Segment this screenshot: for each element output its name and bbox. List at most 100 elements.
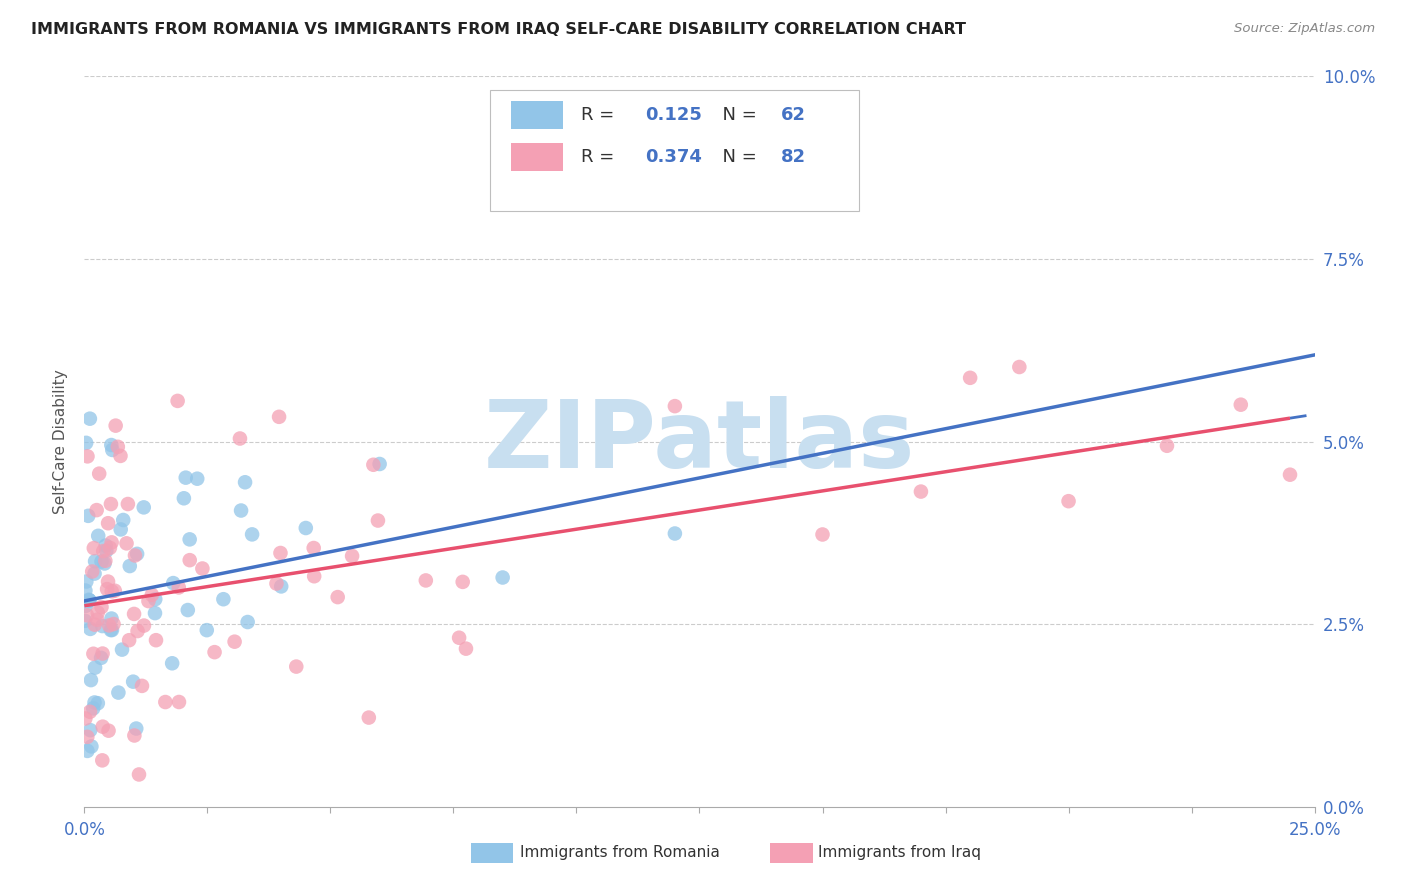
Point bbox=[79, 705, 101, 719]
Point bbox=[179, 533, 201, 547]
Point bbox=[86, 503, 108, 517]
Point bbox=[368, 457, 391, 471]
Point bbox=[80, 739, 103, 754]
Point bbox=[124, 729, 146, 743]
Point bbox=[174, 470, 197, 484]
Point bbox=[98, 541, 121, 555]
Point bbox=[76, 730, 98, 744]
Point bbox=[110, 449, 132, 463]
Point bbox=[285, 659, 308, 673]
Point bbox=[83, 617, 105, 632]
Text: 62: 62 bbox=[780, 106, 806, 124]
Point bbox=[143, 606, 166, 620]
Point bbox=[86, 613, 108, 627]
Point bbox=[97, 723, 120, 738]
Point bbox=[76, 450, 98, 464]
Point bbox=[80, 673, 103, 687]
Point bbox=[1156, 439, 1178, 453]
Point bbox=[910, 484, 932, 499]
Point bbox=[141, 588, 163, 602]
Point bbox=[1057, 494, 1080, 508]
Point bbox=[240, 527, 263, 541]
Point bbox=[79, 411, 101, 425]
Point bbox=[103, 617, 125, 632]
Point bbox=[1008, 359, 1031, 374]
Point bbox=[77, 592, 100, 607]
Point bbox=[302, 541, 325, 555]
Point bbox=[79, 593, 101, 607]
Point bbox=[117, 497, 139, 511]
Point bbox=[127, 547, 149, 561]
Point bbox=[82, 647, 104, 661]
Point bbox=[229, 432, 252, 446]
Text: IMMIGRANTS FROM ROMANIA VS IMMIGRANTS FROM IRAQ SELF-CARE DISABILITY CORRELATION: IMMIGRANTS FROM ROMANIA VS IMMIGRANTS FR… bbox=[31, 22, 966, 37]
Point bbox=[90, 651, 112, 665]
Point bbox=[267, 409, 290, 424]
Point bbox=[75, 435, 97, 450]
Point bbox=[166, 393, 188, 408]
Point bbox=[98, 618, 121, 632]
Point bbox=[91, 720, 114, 734]
Point bbox=[811, 527, 834, 541]
Point bbox=[492, 570, 515, 584]
Point bbox=[124, 549, 146, 563]
FancyBboxPatch shape bbox=[512, 102, 562, 129]
Point bbox=[100, 623, 122, 637]
Point bbox=[191, 561, 214, 575]
Point bbox=[195, 623, 218, 637]
Point bbox=[186, 472, 208, 486]
Point bbox=[104, 418, 127, 433]
Point bbox=[75, 599, 97, 613]
Point bbox=[326, 590, 349, 604]
FancyBboxPatch shape bbox=[512, 143, 562, 171]
Point bbox=[90, 555, 112, 569]
Point bbox=[229, 503, 252, 517]
Point bbox=[266, 576, 288, 591]
Point bbox=[76, 608, 98, 623]
Point bbox=[100, 535, 122, 549]
Point bbox=[451, 574, 474, 589]
Text: N =: N = bbox=[710, 148, 762, 166]
Point bbox=[91, 647, 114, 661]
Point bbox=[115, 536, 138, 550]
Point bbox=[76, 744, 98, 758]
Point bbox=[131, 679, 153, 693]
Point bbox=[83, 541, 105, 555]
Point bbox=[138, 594, 160, 608]
Point bbox=[73, 614, 96, 628]
Point bbox=[415, 574, 437, 588]
Point bbox=[1279, 467, 1302, 482]
Point bbox=[91, 619, 114, 633]
Text: Immigrants from Iraq: Immigrants from Iraq bbox=[818, 846, 981, 860]
Point bbox=[295, 521, 318, 535]
Point bbox=[96, 544, 118, 558]
Point bbox=[160, 657, 183, 671]
Point bbox=[162, 576, 184, 591]
Point bbox=[110, 523, 132, 537]
FancyBboxPatch shape bbox=[770, 843, 813, 863]
Point bbox=[112, 513, 135, 527]
Point bbox=[96, 582, 118, 596]
Point bbox=[118, 559, 141, 574]
Point bbox=[664, 399, 686, 413]
Point bbox=[269, 546, 291, 560]
Point bbox=[91, 753, 114, 767]
Point bbox=[75, 574, 97, 589]
Point bbox=[143, 592, 166, 607]
Text: Immigrants from Romania: Immigrants from Romania bbox=[520, 846, 720, 860]
Point bbox=[233, 475, 256, 490]
Point bbox=[270, 579, 292, 593]
Point bbox=[83, 566, 105, 581]
Point bbox=[132, 500, 155, 515]
Point bbox=[94, 539, 117, 553]
Point bbox=[79, 593, 101, 607]
Point bbox=[122, 607, 145, 621]
Point bbox=[87, 529, 110, 543]
Point bbox=[125, 722, 148, 736]
Point bbox=[167, 581, 190, 595]
Point bbox=[122, 674, 145, 689]
Point bbox=[100, 611, 122, 625]
Text: R =: R = bbox=[582, 148, 620, 166]
Point bbox=[449, 631, 471, 645]
Point bbox=[77, 508, 100, 523]
